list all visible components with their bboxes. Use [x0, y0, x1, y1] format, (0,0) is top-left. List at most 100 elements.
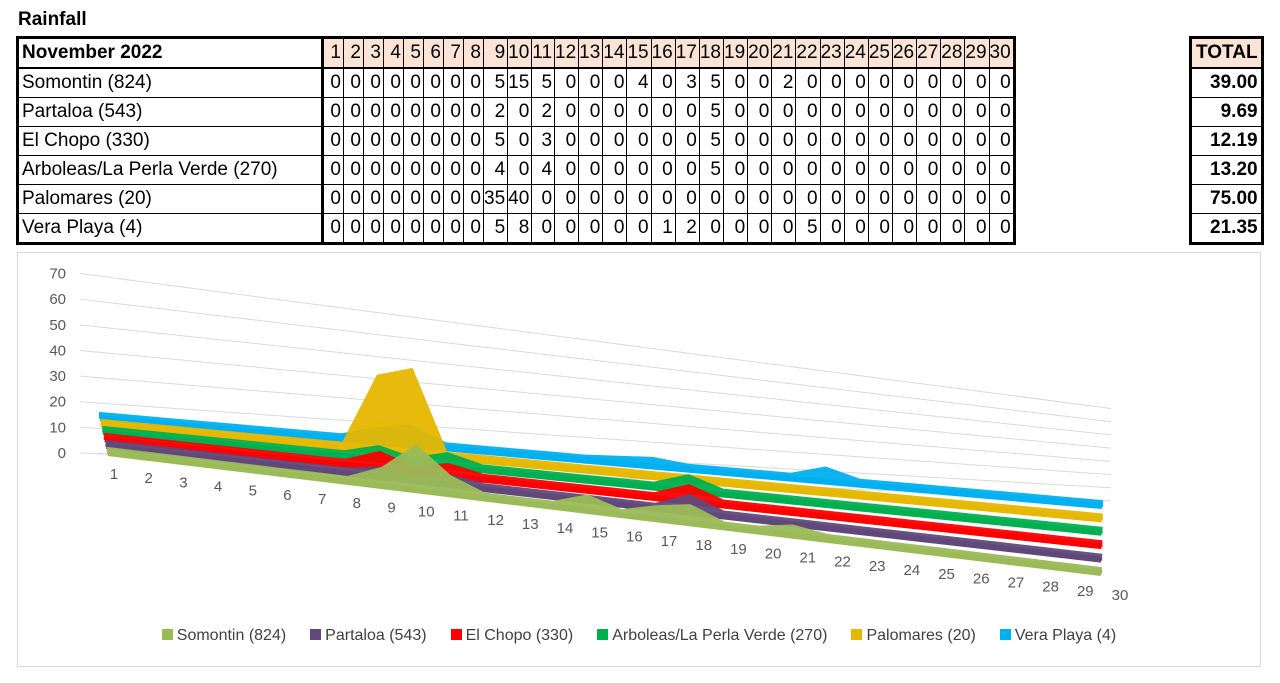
rain-value-cell: 0: [843, 67, 869, 98]
rain-value-cell: 0: [964, 155, 990, 185]
x-tick-label: 1: [110, 466, 118, 483]
total-header: TOTAL: [1190, 37, 1263, 69]
day-header: 6: [423, 37, 444, 69]
total-value: 21.35: [1190, 213, 1263, 244]
rain-value-cell: 0: [463, 213, 484, 244]
rain-value-cell: 0: [363, 126, 384, 156]
total-row: 39.00: [1190, 67, 1263, 98]
table-header-row: November 2022 1 2 3 4 5 6 7 8 9 10 11 12 13 14 15 16 17 18…: [17, 37, 1015, 69]
rain-value-cell: 0: [602, 213, 628, 244]
x-tick-label: 26: [973, 570, 990, 587]
rain-value-cell: 0: [507, 97, 533, 127]
rain-value-cell: 0: [650, 155, 676, 185]
day-header: 2: [343, 37, 364, 69]
rain-value-cell: 0: [988, 97, 1015, 127]
rain-value-cell: 0: [322, 126, 344, 156]
rain-value-cell: 0: [964, 67, 990, 98]
legend-swatch: [161, 629, 173, 641]
rain-value-cell: 0: [940, 67, 966, 98]
rain-value-cell: 0: [795, 97, 821, 127]
y-tick-label: 60: [49, 291, 66, 308]
rain-value-cell: 5: [482, 67, 509, 98]
rain-value-cell: 5: [698, 155, 725, 185]
rain-value-cell: 0: [626, 155, 652, 185]
rain-value-cell: 0: [626, 213, 652, 244]
legend-label: Arboleas/La Perla Verde (270): [612, 627, 828, 644]
rain-value-cell: 0: [988, 126, 1015, 156]
total-value: 13.20: [1190, 155, 1263, 185]
total-value: 75.00: [1190, 184, 1263, 214]
gridline: [79, 401, 1112, 476]
rain-value-cell: 0: [322, 184, 344, 214]
legend-entry: Palomares (20): [851, 627, 976, 645]
x-tick-label: 6: [283, 487, 291, 504]
total-value: 12.19: [1190, 126, 1263, 156]
day-header: 21: [771, 37, 797, 69]
total-value: 39.00: [1190, 67, 1263, 98]
x-tick-label: 20: [765, 545, 782, 562]
rain-value-cell: 0: [674, 97, 700, 127]
x-tick-label: 19: [730, 541, 747, 558]
rain-value-cell: 0: [940, 184, 966, 214]
day-header: 25: [867, 37, 893, 69]
total-row: 9.69: [1190, 97, 1263, 127]
day-header: 8: [463, 37, 484, 69]
x-tick-label: 25: [938, 566, 955, 583]
rain-value-cell: 0: [322, 67, 344, 98]
x-tick-label: 12: [487, 512, 504, 529]
rain-value-cell: 0: [626, 97, 652, 127]
rain-value-cell: 5: [698, 126, 725, 156]
rain-value-cell: 0: [843, 126, 869, 156]
table-row: Arboleas/La Perla Verde (270) 0 0 0 0 0 0 0 0 4 0 4…: [17, 155, 1015, 185]
rain-value-cell: 0: [891, 184, 918, 214]
rain-value-cell: 0: [988, 155, 1015, 185]
station-name: El Chopo (330): [17, 126, 324, 156]
series-ribbon: [101, 422, 1103, 523]
station-name: Arboleas/La Perla Verde (270): [17, 155, 324, 185]
table-row: Somontin (824) 0 0 0 0 0 0 0 0 5 15 5 0 0 0 4 0 3 5 0 0 2 0 0 0 0…: [17, 67, 1015, 98]
table-row: Palomares (20) 0 0 0 0 0 0 0 0 35 40 0 0 0 0 0 0 0 0 0 0 0 0 0 0…: [17, 184, 1015, 214]
legend-entry: El Chopo (330): [450, 627, 573, 645]
day-header: 29: [964, 37, 990, 69]
day-header: 19: [722, 37, 749, 69]
rain-value-cell: 0: [463, 126, 484, 156]
x-tick-label: 9: [387, 499, 395, 516]
rain-value-cell: 0: [383, 67, 404, 98]
rain-value-cell: 0: [698, 213, 725, 244]
y-tick-label: 30: [49, 368, 66, 385]
day-header: 24: [843, 37, 869, 69]
rain-value-cell: 0: [674, 155, 700, 185]
rain-value-cell: 0: [531, 184, 556, 214]
rain-value-cell: 0: [383, 155, 404, 185]
rain-value-cell: 0: [964, 213, 990, 244]
rain-value-cell: 3: [531, 126, 556, 156]
series-ribbon: [104, 436, 1102, 550]
rain-value-cell: 0: [819, 67, 845, 98]
page-title: Rainfall: [18, 9, 87, 30]
legend-entry: Partaloa (543): [310, 627, 427, 645]
rain-value-cell: 0: [443, 126, 464, 156]
x-tick-label: 3: [179, 474, 187, 491]
rainfall-table: November 2022 1 2 3 4 5 6 7 8 9 10 11 12 13 14 15 16 17 18…: [16, 36, 1016, 245]
x-tick-label: 24: [904, 562, 921, 579]
rain-value-cell: 0: [867, 97, 893, 127]
rain-value-cell: 0: [463, 155, 484, 185]
rain-value-cell: 0: [403, 97, 424, 127]
rain-value-cell: 0: [843, 155, 869, 185]
legend-label: Somontin (824): [176, 627, 287, 644]
rain-value-cell: 5: [482, 126, 509, 156]
rain-value-cell: 0: [343, 67, 364, 98]
rain-value-cell: 0: [363, 184, 384, 214]
rain-value-cell: 0: [722, 213, 749, 244]
day-header: 12: [554, 37, 580, 69]
gridline: [79, 375, 1112, 462]
rain-value-cell: 4: [626, 67, 652, 98]
day-header: 14: [602, 37, 628, 69]
day-header: 18: [698, 37, 725, 69]
station-name: Somontin (824): [17, 67, 324, 98]
day-header: 30: [988, 37, 1015, 69]
rain-value-cell: 0: [771, 126, 797, 156]
rain-value-cell: 0: [674, 184, 700, 214]
rain-value-cell: 0: [554, 97, 580, 127]
